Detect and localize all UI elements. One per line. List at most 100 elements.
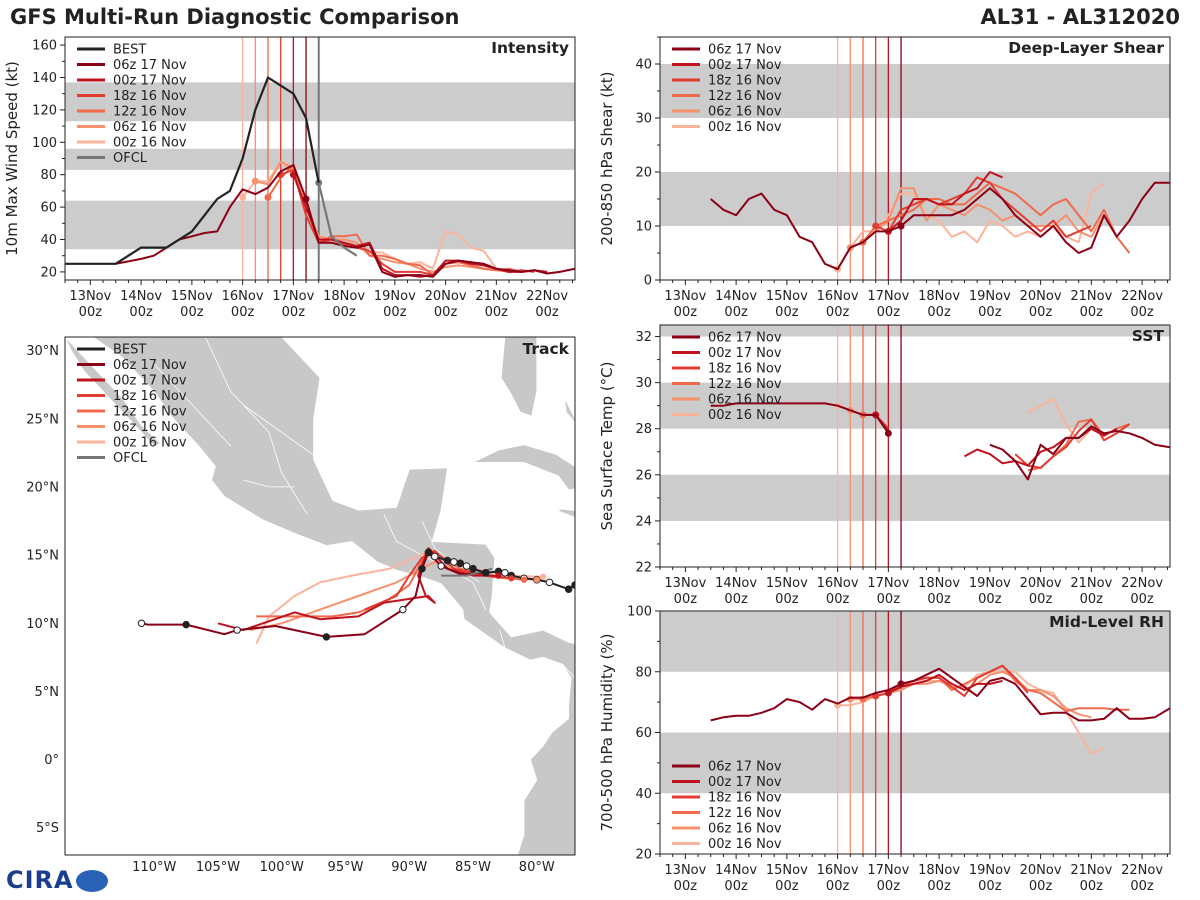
legend-label-18z-16-nov: 18z 16 Nov	[708, 362, 782, 377]
land-mass	[500, 337, 538, 417]
x-tick-label: 22Nov	[1121, 289, 1163, 304]
page-title: GFS Multi-Run Diagnostic Comparison	[10, 5, 460, 29]
plot-area-intensity	[65, 37, 575, 280]
track-point-best	[564, 585, 573, 593]
point-ofcl	[315, 179, 323, 187]
x-tick-label: 00z	[775, 592, 799, 607]
legend-label-06z-17-nov: 06z 17 Nov	[708, 760, 782, 775]
series-12z-16-nov	[862, 181, 1131, 254]
point-18z-16-nov	[872, 222, 880, 230]
x-tick-label: 19Nov	[374, 289, 416, 304]
x-tick-label: 00z	[383, 305, 407, 320]
country-border	[562, 663, 575, 679]
shading-band	[660, 474, 1170, 521]
x-tick-label: 20Nov	[425, 289, 467, 304]
x-tick-label: 18Nov	[918, 576, 960, 591]
x-tick-label: 21Nov	[1070, 576, 1112, 591]
track-point-best	[450, 558, 458, 566]
legend-label-12z-16-nov: 12z 16 Nov	[708, 377, 782, 392]
legend-label-00z-16-nov: 00z 16 Nov	[708, 837, 782, 852]
y-tick-label: 60	[635, 726, 652, 741]
x-tick-label: 16Nov	[817, 863, 859, 878]
axes-frame	[659, 324, 1171, 568]
legend-label-00z-17-nov: 00z 17 Nov	[113, 74, 187, 89]
y-tick-label: 40	[40, 233, 57, 248]
panel-shear: 01020304013Nov00z14Nov00z15Nov00z16Nov00…	[598, 36, 1171, 320]
country-border	[154, 364, 232, 447]
x-tick-label: 16Nov	[817, 289, 859, 304]
x-tick-label: 20Nov	[1020, 863, 1062, 878]
land-mass	[472, 444, 575, 491]
cira-logo-text: CIRA	[6, 866, 74, 894]
series-best	[65, 76, 320, 265]
track-point-best	[469, 564, 477, 573]
x-tick-label: 16Nov	[222, 289, 264, 304]
series-00z-16-nov	[1027, 397, 1093, 444]
plot-area-sst	[660, 325, 1170, 567]
x-tick-label: 00z	[485, 305, 509, 320]
series-06z-17-nov	[989, 425, 1170, 481]
track-point-best	[462, 562, 471, 570]
track-point-06z-17-nov	[322, 633, 331, 641]
legend-label-06z-16-nov: 06z 16 Nov	[708, 822, 782, 837]
y-tick-label: 160	[32, 39, 57, 54]
panel-title: Deep-Layer Shear	[1008, 39, 1164, 57]
track-point-18z-16-nov	[508, 575, 515, 582]
y-tick-label: 140	[32, 71, 57, 86]
legend-label-18z-16-nov: 18z 16 Nov	[708, 74, 782, 89]
track-point-best	[545, 578, 554, 587]
globe-icon	[76, 870, 108, 892]
x-tick-label: 22Nov	[1121, 863, 1163, 878]
plot-area-shear	[660, 37, 1170, 280]
lat-label: 30°N	[26, 344, 59, 359]
x-tick-label: 13Nov	[664, 576, 706, 591]
track-point-best	[424, 548, 433, 557]
lat-label: 5°N	[35, 685, 60, 700]
panel-sst: 22242628303213Nov00z14Nov00z15Nov00z16No…	[598, 324, 1171, 607]
x-tick-label: 00z	[927, 592, 951, 607]
y-tick-label: 22	[635, 561, 652, 576]
panel-title: Mid-Level RH	[1049, 613, 1164, 631]
track-point-best	[430, 552, 439, 561]
y-tick-label: 60	[40, 201, 57, 216]
x-tick-label: 00z	[826, 305, 850, 320]
plot-area-rh	[660, 611, 1170, 854]
track-point-00z-17-nov	[495, 572, 502, 579]
x-tick-label: 15Nov	[766, 289, 808, 304]
y-tick-label: 10	[635, 220, 652, 235]
legend-label-ofcl: OFCL	[113, 451, 148, 466]
series-ofcl	[317, 182, 358, 257]
series-06z-17-nov	[115, 164, 575, 278]
track-point-00z-16-nov	[539, 573, 547, 581]
x-tick-label: 17Nov	[272, 289, 314, 304]
x-tick-label: 00z	[877, 879, 901, 894]
country-border	[499, 629, 506, 648]
y-axis-label: 700-500 hPa Humidity (%)	[598, 633, 616, 831]
panel-track: 30°N 25°N 20°N 15°N 10°N 5°N 0° 5°S 110°W 105°W 10…	[26, 336, 576, 875]
country-border	[243, 404, 321, 461]
lon-label: 90°W	[391, 860, 427, 875]
y-tick-label: 30	[635, 112, 652, 127]
x-tick-label: 00z	[1080, 879, 1104, 894]
y-tick-label: 30	[635, 376, 652, 391]
x-tick-label: 00z	[978, 879, 1002, 894]
legend-label-12z-16-nov: 12z 16 Nov	[708, 806, 782, 821]
legend-label-12z-16-nov: 12z 16 Nov	[113, 105, 187, 120]
shading-band	[660, 611, 1170, 672]
y-tick-label: 28	[635, 422, 652, 437]
point-06z-17-nov	[884, 429, 892, 437]
lon-label: 95°W	[328, 860, 364, 875]
x-tick-label: 19Nov	[969, 289, 1011, 304]
x-tick-label: 17Nov	[867, 289, 909, 304]
track-point-best	[443, 556, 452, 565]
legend-label-12z-16-nov: 12z 16 Nov	[113, 405, 187, 420]
legend-label-00z-16-nov: 00z 16 Nov	[113, 436, 187, 451]
x-tick-label: 00z	[129, 305, 153, 320]
legend-label-06z-16-nov: 06z 16 Nov	[113, 420, 187, 435]
x-tick-label: 00z	[535, 305, 559, 320]
land-mass	[557, 508, 575, 518]
series-00z-16-nov	[241, 160, 510, 272]
y-axis-label: 200-850 hPa Shear (kt)	[598, 72, 616, 246]
legend-label-00z-17-nov: 00z 17 Nov	[708, 346, 782, 361]
shading-band	[65, 148, 575, 170]
